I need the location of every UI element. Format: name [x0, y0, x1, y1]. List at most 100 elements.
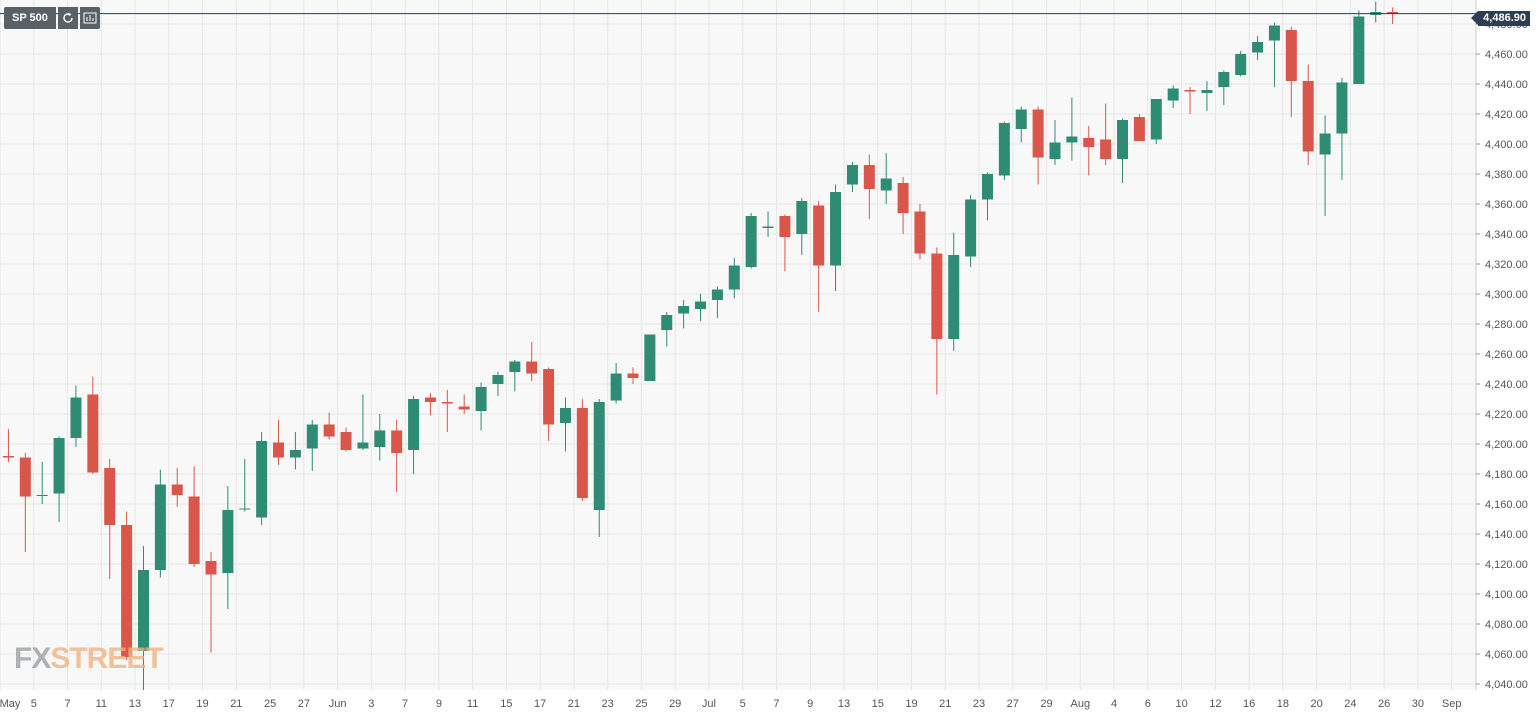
candle-down[interactable]	[543, 367, 555, 442]
candle-up[interactable]	[965, 195, 977, 267]
candle-down[interactable]	[576, 399, 588, 501]
candle-down[interactable]	[1100, 103, 1112, 166]
candle-down[interactable]	[863, 154, 875, 220]
candle-down[interactable]	[424, 393, 436, 416]
x-tick-label: 7	[773, 698, 779, 710]
candle-down[interactable]	[104, 459, 116, 579]
candles	[2, 1, 1399, 690]
candle-up[interactable]	[830, 184, 842, 292]
candle-up[interactable]	[593, 399, 605, 537]
candle-up[interactable]	[475, 382, 487, 431]
candle-up[interactable]	[289, 432, 301, 470]
candle-up[interactable]	[1201, 81, 1213, 111]
candle-up[interactable]	[137, 546, 149, 690]
logo-street: STREET	[50, 642, 163, 675]
candle-up[interactable]	[256, 432, 268, 525]
candle-down[interactable]	[897, 177, 909, 234]
candle-up[interactable]	[998, 121, 1010, 181]
candle-up[interactable]	[239, 459, 251, 512]
candle-up[interactable]	[1319, 115, 1331, 217]
candle-up[interactable]	[745, 213, 757, 269]
y-tick-label: 4,440.00	[1485, 79, 1528, 91]
candle-up[interactable]	[728, 258, 740, 299]
candle-up[interactable]	[796, 198, 808, 255]
candle-up[interactable]	[1167, 85, 1179, 109]
candle-up[interactable]	[762, 211, 774, 238]
candle-up[interactable]	[695, 294, 707, 321]
candle-up[interactable]	[1049, 120, 1061, 165]
candle-up[interactable]	[1066, 97, 1078, 161]
candle-up[interactable]	[70, 385, 82, 448]
candle-down[interactable]	[458, 394, 470, 415]
candle-up[interactable]	[880, 153, 892, 204]
logo-fx: FX	[14, 642, 51, 675]
candle-down[interactable]	[441, 390, 453, 432]
candle-up[interactable]	[559, 397, 571, 452]
candle-down[interactable]	[323, 412, 335, 440]
candle-up[interactable]	[408, 396, 420, 474]
candle-down[interactable]	[627, 367, 639, 385]
candle-up[interactable]	[981, 172, 993, 221]
candle-down[interactable]	[1302, 64, 1314, 166]
candle-down[interactable]	[1285, 27, 1297, 117]
candle-down[interactable]	[273, 420, 285, 465]
candle-up[interactable]	[1235, 51, 1247, 77]
candle-down[interactable]	[1133, 114, 1145, 141]
candle-down[interactable]	[526, 342, 538, 381]
candle-up[interactable]	[357, 394, 369, 451]
candle-down[interactable]	[171, 468, 183, 507]
candle-up[interactable]	[1150, 99, 1162, 144]
candle-up[interactable]	[53, 436, 65, 523]
candle-up[interactable]	[36, 462, 48, 504]
candle-up[interactable]	[661, 312, 673, 347]
candle-body	[846, 165, 858, 185]
candle-up[interactable]	[1268, 22, 1280, 88]
candle-down[interactable]	[87, 376, 99, 475]
chart-type-button[interactable]	[79, 7, 100, 29]
candle-down[interactable]	[1083, 126, 1095, 176]
candle-down[interactable]	[19, 453, 31, 552]
candle-up[interactable]	[1117, 118, 1129, 184]
candle-up[interactable]	[1015, 106, 1027, 143]
candle-up[interactable]	[154, 469, 166, 578]
candle-down[interactable]	[1387, 7, 1399, 25]
candle-up[interactable]	[1336, 78, 1348, 180]
candle-up[interactable]	[492, 372, 504, 396]
x-tick-label: 19	[905, 698, 917, 710]
candle-down[interactable]	[121, 511, 133, 661]
candle-up[interactable]	[1353, 10, 1365, 85]
candle-down[interactable]	[391, 420, 403, 492]
candle-down[interactable]	[1032, 106, 1044, 185]
candle-up[interactable]	[846, 162, 858, 192]
candle-down[interactable]	[2, 429, 14, 462]
candle-down[interactable]	[813, 201, 825, 312]
candle-body	[2, 456, 14, 458]
candle-up[interactable]	[678, 300, 690, 329]
candle-up[interactable]	[711, 286, 723, 319]
candle-up[interactable]	[948, 232, 960, 352]
refresh-button[interactable]	[57, 7, 78, 29]
candle-up[interactable]	[644, 334, 656, 382]
candle-body	[188, 496, 200, 564]
candle-up[interactable]	[1252, 36, 1264, 60]
y-tick-label: 4,060.00	[1485, 649, 1528, 661]
candle-down[interactable]	[340, 427, 352, 452]
candle-up[interactable]	[1218, 70, 1230, 106]
candle-up[interactable]	[222, 486, 234, 609]
candle-down[interactable]	[205, 552, 217, 653]
candle-down[interactable]	[931, 247, 943, 395]
candle-down[interactable]	[1184, 87, 1196, 114]
symbol-label[interactable]: SP 500	[4, 7, 56, 29]
candle-down[interactable]	[779, 214, 791, 272]
candle-up[interactable]	[374, 414, 386, 461]
candle-down[interactable]	[914, 204, 926, 260]
candle-body	[998, 123, 1010, 176]
candle-down[interactable]	[188, 466, 200, 568]
candle-up[interactable]	[610, 363, 622, 404]
candle-up[interactable]	[306, 420, 318, 471]
candle-up[interactable]	[509, 360, 521, 392]
y-axis-area	[1476, 0, 1536, 718]
y-tick-label: 4,220.00	[1485, 409, 1528, 421]
